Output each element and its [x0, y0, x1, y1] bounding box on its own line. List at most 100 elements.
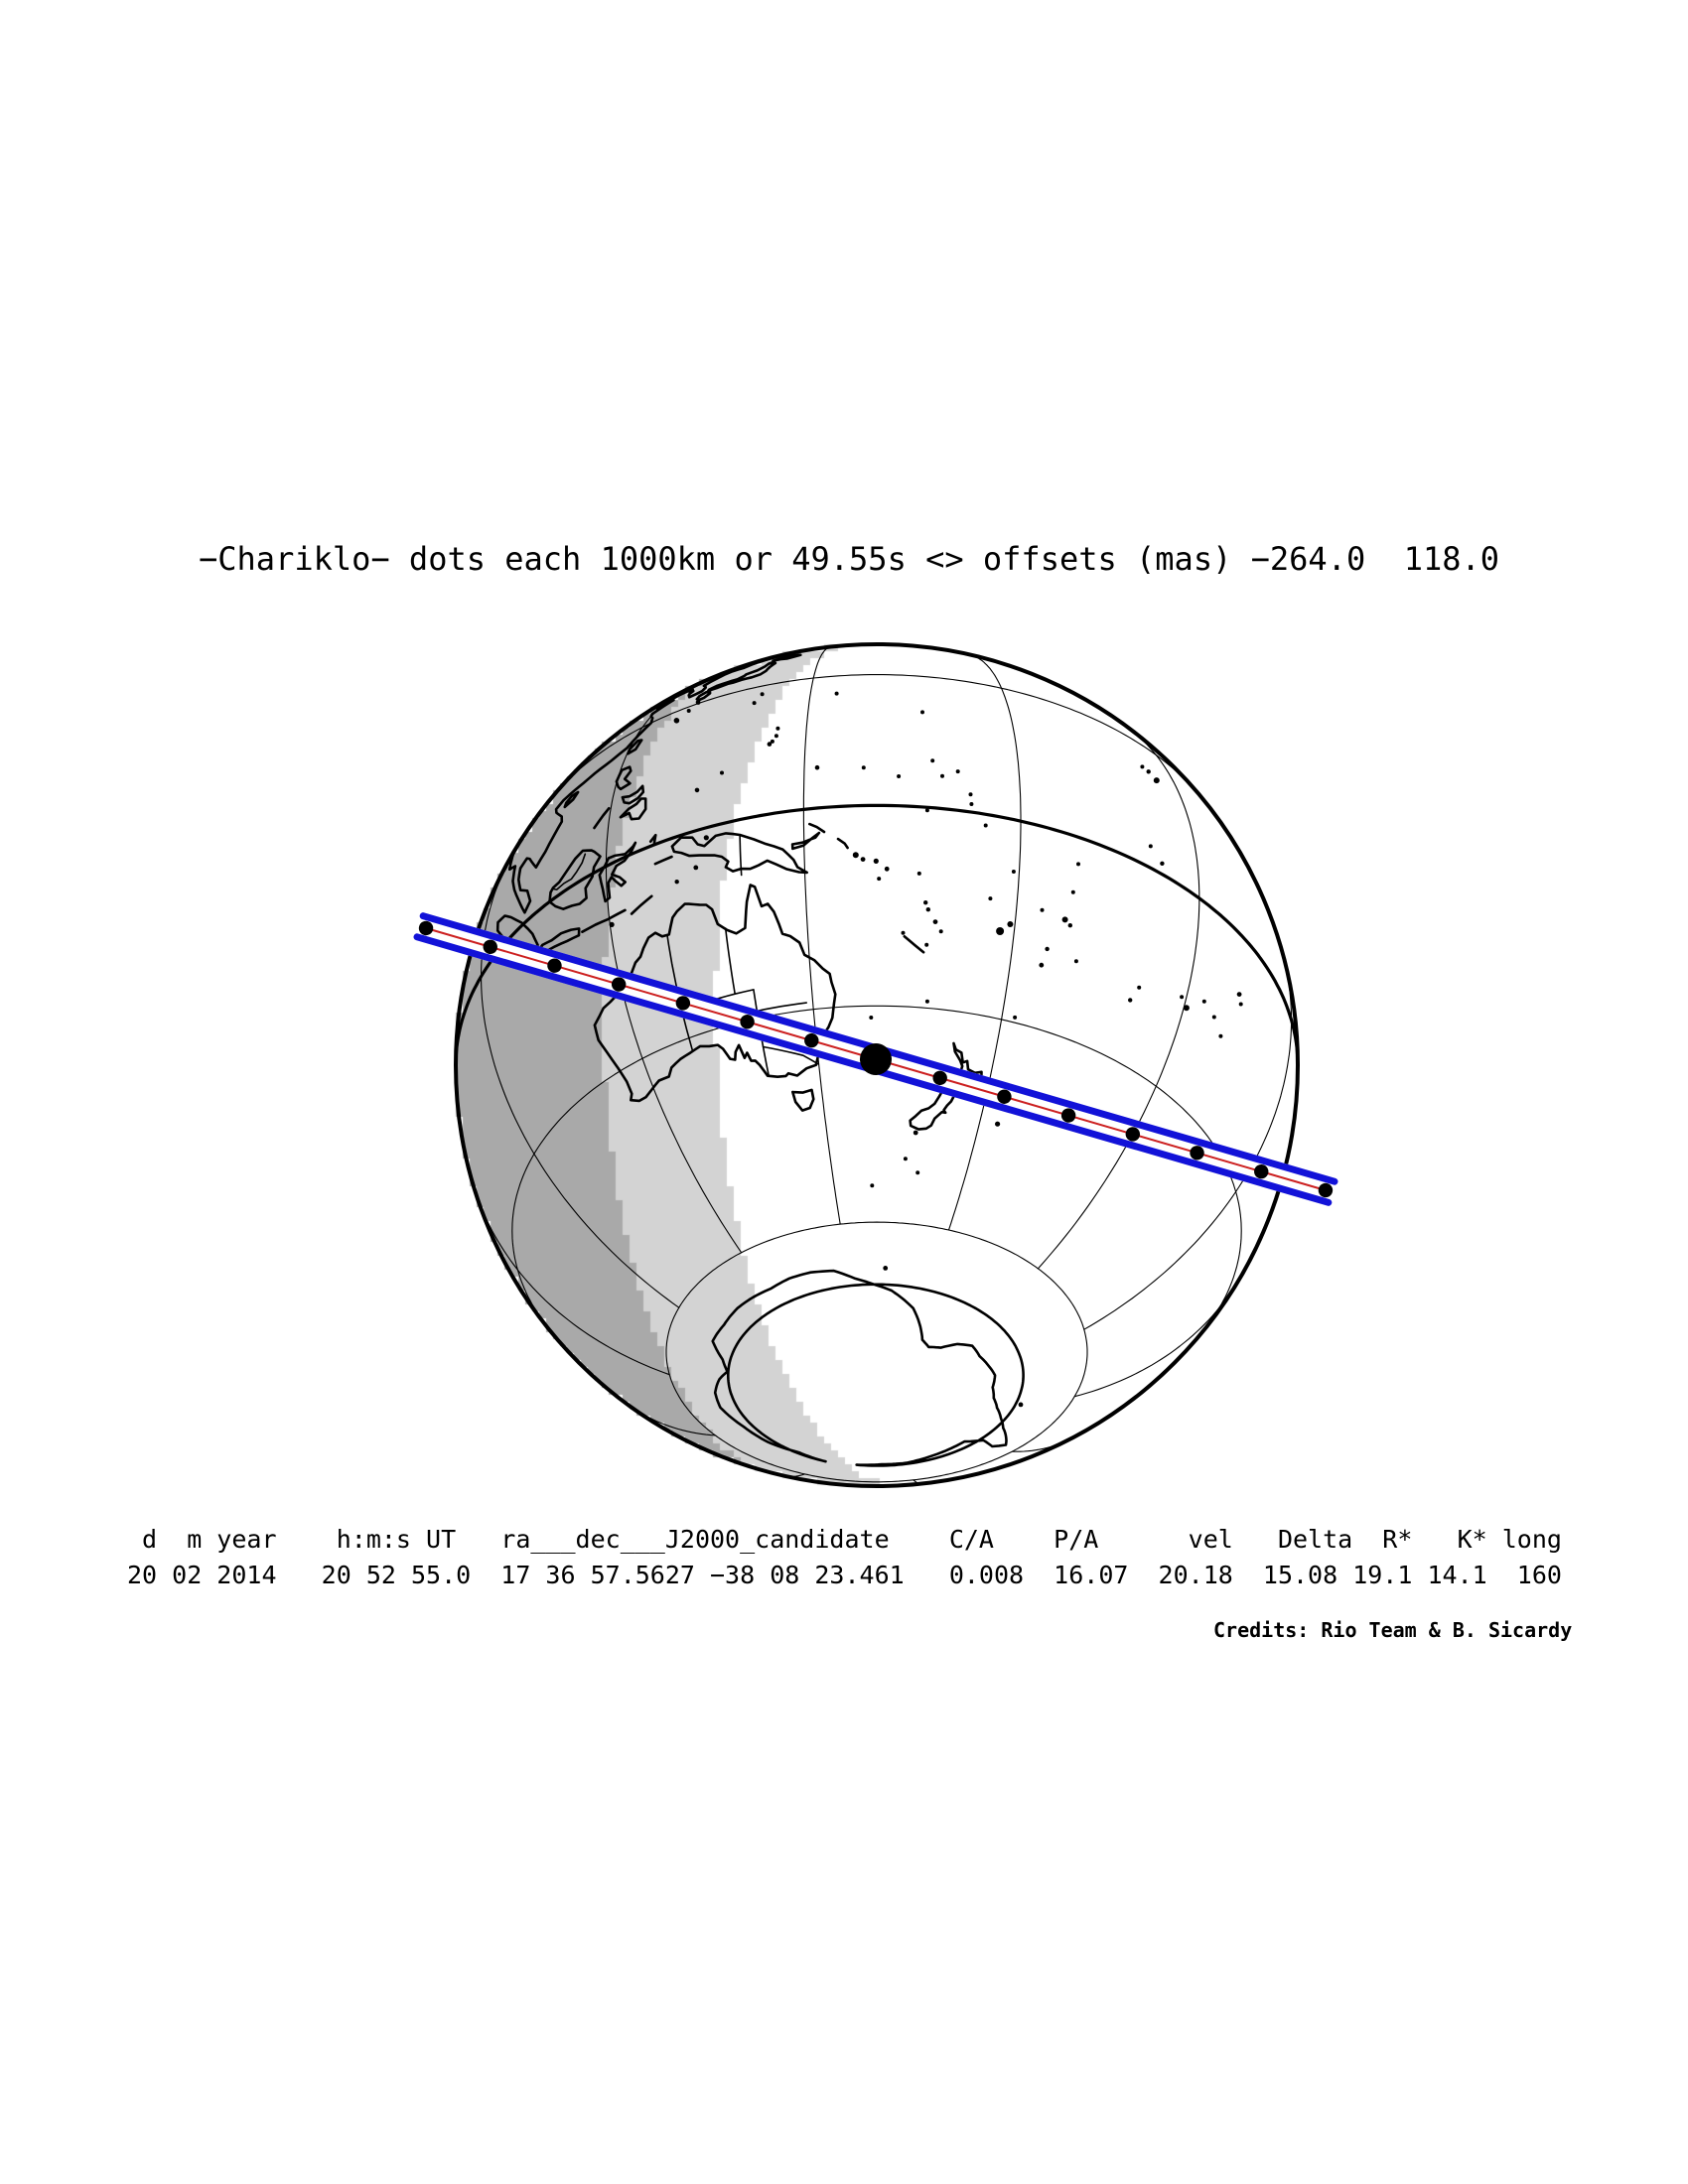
time-step-dot: [547, 958, 562, 973]
time-step-dot: [1318, 1182, 1334, 1198]
island-dot: [834, 691, 839, 696]
island-dot: [774, 734, 778, 739]
plot-title: −Chariklo− dots each 1000km or 49.55s <>…: [199, 540, 1500, 578]
island-dot: [940, 773, 944, 778]
event-table-header: d m year h:m:s UT ra___dec___J2000_candi…: [127, 1525, 1562, 1554]
island-dot: [686, 709, 691, 713]
island-dot: [995, 1121, 1001, 1127]
island-dot: [1007, 921, 1014, 927]
border-nsw-vic-border: [762, 1045, 819, 1065]
border-nt-qld-border: [724, 927, 736, 995]
parallel-30: [551, 674, 1202, 798]
island-dot: [720, 770, 724, 775]
island-dot: [930, 758, 935, 763]
coast-antarctica: [711, 1269, 1025, 1467]
island-dot: [1045, 946, 1050, 952]
parallel--30: [511, 1005, 1242, 1334]
island-dot: [925, 907, 930, 912]
graticule: [454, 646, 1300, 1485]
island-dot: [870, 1183, 875, 1188]
time-step-dot: [1125, 1127, 1141, 1142]
island-dot: [869, 1016, 874, 1020]
island-dot: [897, 774, 902, 778]
time-step-dot: [1190, 1146, 1204, 1160]
coast-new-guinea: [670, 832, 808, 875]
coast-hainan: [563, 790, 580, 809]
coast-sulawesi: [598, 841, 637, 903]
island-dot: [703, 835, 709, 841]
island-dot: [920, 710, 924, 715]
island-dot: [938, 929, 943, 934]
island-dot: [694, 787, 700, 793]
island-dot: [1201, 999, 1206, 1004]
island-dot: [932, 919, 938, 924]
island-dot: [1236, 992, 1242, 997]
meridian-180: [947, 653, 1022, 1231]
island-dot: [775, 726, 780, 731]
island-dot: [1211, 1015, 1216, 1020]
island-dot: [1160, 861, 1165, 866]
coast-new-britain: [790, 831, 821, 851]
island-dot: [924, 942, 929, 947]
island-dot: [770, 739, 774, 744]
island-dot: [1140, 764, 1145, 769]
coast-lesser-sunda: [581, 908, 627, 933]
island-dot: [1180, 995, 1185, 1000]
island-dot: [924, 999, 929, 1004]
island-dot: [674, 880, 679, 885]
time-step-dot: [611, 977, 627, 992]
time-step-dot: [483, 939, 497, 955]
coast-japan-hokkaido: [772, 653, 802, 662]
island-dot: [1183, 1005, 1190, 1012]
time-step-dot: [675, 996, 691, 1011]
island-dot: [883, 1266, 889, 1271]
coast-palawan: [593, 807, 611, 830]
island-dot: [1128, 998, 1133, 1003]
meridian-90: [481, 853, 680, 1308]
coast-visayas: [621, 784, 645, 805]
border-png-indonesia-border: [739, 834, 743, 877]
island-dot: [1148, 844, 1153, 849]
island-dot: [1013, 1015, 1018, 1020]
island-dot: [1146, 769, 1151, 774]
border-qld-nsw-border: [756, 1002, 807, 1013]
island-dot: [695, 700, 701, 705]
coast-timor: [630, 894, 653, 915]
island-dot: [752, 701, 757, 706]
island-dot: [1076, 862, 1080, 867]
island-dot: [852, 852, 859, 859]
border-borneo-border: [551, 853, 587, 890]
island-dot: [767, 742, 773, 747]
coast-bougainville: [836, 837, 849, 850]
island-dot: [760, 692, 765, 697]
coast-seram: [653, 855, 673, 866]
island-dot: [1137, 985, 1142, 990]
coast-australia: [593, 884, 837, 1103]
island-dot: [860, 857, 866, 862]
island-dot: [884, 866, 890, 872]
coast-japan-kyushu: [695, 690, 712, 702]
island-dot: [1061, 916, 1068, 923]
coast-borneo: [548, 849, 602, 910]
island-dot: [913, 1130, 918, 1136]
coast-new-caledonia: [903, 935, 925, 954]
island-dot: [693, 865, 699, 871]
island-dot: [609, 921, 615, 928]
island-dot: [877, 877, 882, 882]
island-dot: [955, 769, 960, 774]
coast-taiwan: [627, 739, 643, 755]
island-dot: [916, 871, 921, 876]
island-dot: [1039, 962, 1045, 968]
meridian-150: [802, 646, 841, 1225]
island-dot: [1067, 923, 1073, 928]
island-dot: [1040, 907, 1045, 912]
coast-nz-south-island: [909, 1086, 957, 1131]
occultation-path: [413, 911, 1338, 1207]
time-step-dot: [418, 920, 434, 936]
coast-japan-honshu: [707, 660, 777, 692]
coast-tasmania: [791, 1088, 815, 1112]
island-dot: [1073, 959, 1078, 964]
credits-line: Credits: Rio Team & B. Sicardy: [1213, 1618, 1573, 1642]
